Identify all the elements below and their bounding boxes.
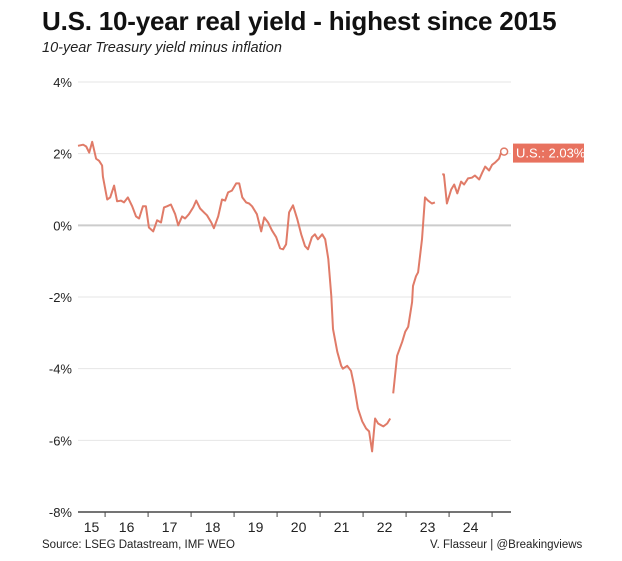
x-tick-label: 19 [248,519,264,535]
y-axis-labels: 4% 2% 0% -2% -4% -6% -8% [49,75,73,520]
y-tick-label: 0% [53,218,72,233]
x-axis [78,511,511,517]
series-line-segment [392,196,436,394]
x-tick-label: 23 [420,519,436,535]
source-note: Source: LSEG Datastream, IMF WEO [42,539,235,551]
y-tick-label: 4% [53,75,72,90]
value-label-box [513,143,584,163]
last-value-annotation: U.S.: 2.03% [499,143,586,163]
y-tick-label: -8% [49,505,73,520]
y-tick-label: -6% [49,433,73,448]
end-point-marker [499,147,509,156]
x-tick-label: 20 [291,519,307,535]
series-us [77,140,503,453]
series-line-segment [442,152,503,205]
y-tick-label: -2% [49,290,73,305]
author-credit: V. Flasseur | @Breakingviews [430,539,583,551]
x-axis-labels: 15 16 17 18 19 20 21 22 23 24 [84,519,479,535]
y-tick-label: -4% [49,362,73,377]
value-label-text: U.S.: 2.03% [516,146,586,161]
x-tick-label: 16 [119,519,135,535]
x-tick-label: 18 [205,519,221,535]
chart-title: U.S. 10-year real yield - highest since … [42,6,557,36]
x-tick-label: 15 [84,519,100,535]
chart-subtitle: 10-year Treasury yield minus inflation [42,40,282,56]
gridlines [78,81,511,441]
x-tick-label: 17 [162,519,178,535]
series-line-segment [77,140,392,453]
y-tick-label: 2% [53,147,72,162]
x-tick-label: 21 [334,519,350,535]
x-tick-label: 22 [377,519,393,535]
x-tick-label: 24 [463,519,479,535]
